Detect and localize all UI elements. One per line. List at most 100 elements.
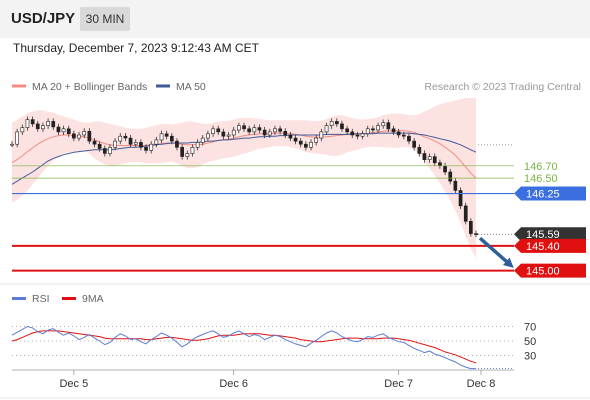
candle-body bbox=[283, 131, 288, 136]
candle-body bbox=[303, 143, 308, 148]
candle-body bbox=[185, 153, 190, 157]
rsi-line bbox=[11, 325, 476, 370]
candle-body bbox=[128, 137, 133, 145]
candle-body bbox=[195, 142, 200, 148]
candle-body bbox=[262, 129, 267, 136]
candle-body bbox=[314, 137, 319, 143]
candle-body bbox=[401, 134, 406, 137]
candle-body bbox=[474, 233, 478, 235]
support-tag bbox=[514, 238, 586, 253]
candle-body bbox=[334, 121, 339, 125]
candle-body bbox=[298, 140, 303, 145]
candle-body bbox=[350, 131, 355, 136]
candle-body bbox=[273, 128, 277, 133]
rsi-legend-swatch bbox=[62, 297, 76, 300]
rsi-legend-swatch bbox=[12, 297, 26, 300]
candle-body bbox=[319, 131, 324, 139]
candle-body bbox=[46, 121, 50, 127]
candle-body bbox=[376, 125, 380, 131]
x-tick-label: Dec 8 bbox=[467, 378, 496, 390]
candle-body bbox=[149, 143, 154, 151]
candle-body bbox=[242, 125, 246, 130]
candle-body bbox=[396, 131, 401, 136]
candle-body bbox=[170, 135, 174, 142]
candle-body bbox=[231, 129, 236, 136]
top-bar: USD/JPY 30 MIN bbox=[0, 0, 590, 38]
candle-body bbox=[144, 147, 148, 151]
rsi-tick-label: 30 bbox=[524, 351, 536, 363]
candle-body bbox=[257, 127, 262, 131]
candle-body bbox=[10, 143, 14, 146]
candle-body bbox=[463, 205, 468, 222]
watermark: Research © 2023 Trading Central bbox=[424, 81, 581, 93]
legend-swatch bbox=[12, 84, 26, 88]
candle-body bbox=[175, 140, 179, 148]
x-tick-label: Dec 5 bbox=[59, 378, 88, 390]
candle-body bbox=[206, 133, 210, 139]
candle-body bbox=[453, 180, 458, 191]
candle-body bbox=[118, 135, 123, 142]
pivot-tag bbox=[514, 186, 586, 201]
support-label: 145.00 bbox=[526, 266, 560, 278]
candle-body bbox=[417, 147, 422, 154]
candle-body bbox=[30, 119, 35, 125]
rsi-tick-label: 70 bbox=[524, 322, 536, 334]
forecast-arrow bbox=[478, 236, 514, 268]
candle-body bbox=[252, 127, 257, 133]
candle-body bbox=[56, 126, 61, 133]
candle-body bbox=[438, 162, 442, 167]
candle-body bbox=[329, 121, 334, 127]
candle-body bbox=[51, 121, 56, 128]
candle-body bbox=[103, 148, 107, 154]
candle-body bbox=[211, 128, 215, 135]
candle-body bbox=[216, 128, 221, 133]
candle-body bbox=[41, 125, 45, 130]
candle-body bbox=[412, 140, 417, 148]
candle-body bbox=[25, 119, 30, 128]
candle-body bbox=[360, 133, 365, 137]
candle-body bbox=[278, 128, 283, 132]
candle-body bbox=[267, 131, 272, 136]
candle-body bbox=[407, 135, 411, 142]
candle-body bbox=[108, 147, 112, 154]
candle-body bbox=[381, 122, 386, 127]
candle-body bbox=[113, 140, 117, 148]
candle-body bbox=[365, 128, 370, 135]
symbol-label: USD/JPY bbox=[11, 10, 76, 27]
last-price-tag bbox=[514, 227, 586, 242]
candle-body bbox=[448, 171, 453, 182]
candle-body bbox=[66, 128, 71, 135]
candle-body bbox=[288, 134, 293, 139]
candle-body bbox=[61, 128, 66, 133]
x-tick-label: Dec 7 bbox=[384, 378, 413, 390]
candle-body bbox=[180, 147, 185, 157]
timeframe-button[interactable]: 30 MIN bbox=[80, 7, 130, 31]
legend-swatch bbox=[156, 84, 170, 88]
pivot-label: 146.25 bbox=[526, 189, 560, 201]
candle-body bbox=[97, 143, 102, 149]
candle-body bbox=[340, 123, 344, 130]
candle-body bbox=[164, 133, 169, 137]
candle-body bbox=[432, 156, 437, 164]
candle-body bbox=[443, 165, 447, 173]
candle-body bbox=[82, 131, 86, 136]
candle-body bbox=[139, 142, 143, 148]
legend-label: MA 50 bbox=[176, 81, 206, 93]
candle-body bbox=[35, 123, 40, 130]
candle-body bbox=[15, 131, 20, 145]
resistance-label: 146.70 bbox=[524, 161, 558, 173]
candle-body bbox=[293, 137, 298, 142]
candle-body bbox=[200, 137, 205, 143]
candle-body bbox=[371, 128, 375, 131]
candle-body bbox=[422, 153, 427, 160]
candle-body bbox=[159, 133, 164, 141]
candle-body bbox=[391, 128, 396, 133]
candle-body bbox=[468, 221, 473, 234]
candle-body bbox=[345, 128, 350, 133]
candle-body bbox=[324, 125, 329, 133]
candle-body bbox=[386, 122, 391, 130]
candle-body bbox=[72, 133, 76, 139]
rsi-ma-line bbox=[11, 330, 477, 364]
bollinger-band bbox=[12, 98, 476, 259]
